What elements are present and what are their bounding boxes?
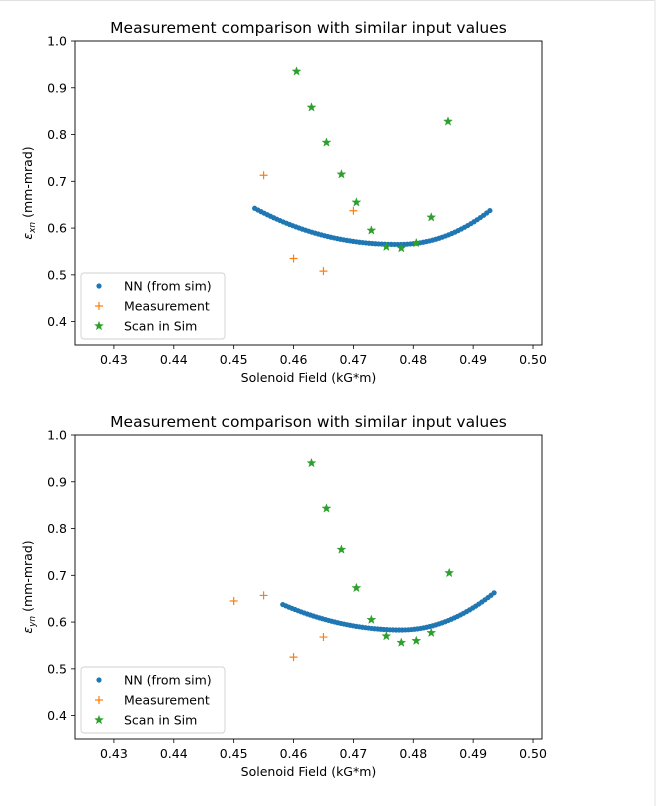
x-tick-label: 0.43 <box>100 746 128 761</box>
legend-marker-plus <box>95 302 103 310</box>
data-point-star <box>366 225 377 235</box>
x-tick-label: 0.47 <box>339 352 367 367</box>
data-point-plus <box>229 597 238 606</box>
data-point-star <box>426 627 437 638</box>
data-point-star <box>321 137 332 147</box>
data-point-star <box>366 614 377 624</box>
x-tick-label: 0.46 <box>280 746 308 761</box>
y-axis-label: εyn (mm-mrad) <box>20 540 38 633</box>
x-tick-label: 0.43 <box>100 352 128 367</box>
data-point-star <box>426 212 437 222</box>
plot-area <box>229 457 497 662</box>
data-point-star <box>336 544 347 554</box>
data-point-plus <box>289 653 298 662</box>
chart-panel-1: Measurement comparison with similar inpu… <box>20 19 547 385</box>
legend-box <box>80 666 226 734</box>
data-point-star <box>381 630 392 641</box>
x-tick-label: 0.45 <box>220 352 248 367</box>
axes-frame <box>74 40 543 346</box>
x-axis-label: Solenoid Field (kG*m) <box>241 370 377 385</box>
x-axis-label: Solenoid Field (kG*m) <box>241 764 377 779</box>
data-point-star <box>444 567 455 578</box>
series-star <box>306 457 455 647</box>
y-tick-label: 0.9 <box>47 80 67 95</box>
legend: NN (from sim) Measurement Scan in Sim <box>80 666 226 734</box>
y-tick-label: 0.9 <box>47 474 67 489</box>
data-point-star <box>306 457 317 468</box>
series-plus <box>229 591 328 662</box>
y-tick-label: 0.5 <box>47 267 67 282</box>
y-tick-label: 0.7 <box>47 174 67 189</box>
x-tick-label: 0.50 <box>519 352 547 367</box>
series-plus <box>259 171 358 276</box>
x-tick-label: 0.48 <box>399 352 427 367</box>
data-point-plus <box>319 633 328 642</box>
data-point-star <box>381 241 392 251</box>
legend-marker-star <box>94 714 104 725</box>
data-point-plus <box>289 254 298 263</box>
data-point-star <box>396 243 407 253</box>
chart-panel-2: Measurement comparison with similar inpu… <box>20 413 547 779</box>
x-tick-label: 0.47 <box>339 746 367 761</box>
chart-title: Measurement comparison with similar inpu… <box>110 19 507 37</box>
y-tick-label: 0.5 <box>47 661 67 676</box>
x-tick-label: 0.45 <box>220 746 248 761</box>
legend-marker-plus <box>95 696 103 704</box>
legend-label: Scan in Sim <box>124 713 197 728</box>
y-tick-label: 0.8 <box>47 521 67 536</box>
legend-label: NN (from sim) <box>124 673 212 688</box>
x-tick-label: 0.49 <box>459 352 487 367</box>
series-star <box>291 66 453 253</box>
data-point-star <box>321 503 332 513</box>
chart-title: Measurement comparison with similar inpu… <box>110 413 507 431</box>
data-point-plus <box>319 267 328 276</box>
y-tick-label: 1.0 <box>47 34 67 49</box>
legend-label: Scan in Sim <box>124 319 197 334</box>
legend-box <box>80 272 226 340</box>
y-axis-label: εxn (mm-mrad) <box>20 146 38 239</box>
data-point-plus <box>259 171 268 180</box>
data-point-star <box>443 116 453 126</box>
x-tick-label: 0.49 <box>459 746 487 761</box>
top-border-line <box>0 0 656 1</box>
y-tick-label: 0.6 <box>47 221 67 236</box>
data-point-dot <box>491 590 497 596</box>
legend-label: Measurement <box>124 299 210 314</box>
data-point-star <box>336 169 347 179</box>
legend-marker-dot <box>96 677 102 683</box>
series-dot <box>280 590 497 633</box>
data-point-star <box>411 635 422 645</box>
data-point-plus <box>259 591 268 600</box>
right-scrollbar-gutter <box>654 0 656 806</box>
y-tick-label: 0.4 <box>47 708 67 723</box>
data-point-star <box>306 102 317 112</box>
data-point-star <box>291 66 302 76</box>
axes-frame <box>74 434 543 740</box>
y-tick-label: 1.0 <box>47 428 67 443</box>
y-tick-label: 0.7 <box>47 568 67 583</box>
y-tick-label: 0.6 <box>47 615 67 630</box>
data-point-plus <box>349 206 358 215</box>
legend: NN (from sim) Measurement Scan in Sim <box>80 272 226 340</box>
x-tick-label: 0.46 <box>280 352 308 367</box>
y-tick-label: 0.4 <box>47 314 67 329</box>
data-point-dot <box>487 207 493 214</box>
data-point-star <box>351 197 362 207</box>
x-tick-label: 0.50 <box>519 746 547 761</box>
x-tick-label: 0.48 <box>399 746 427 761</box>
legend-marker-dot <box>96 283 102 289</box>
data-point-star <box>411 237 422 248</box>
plot-area <box>252 66 493 276</box>
data-point-star <box>351 582 362 593</box>
x-tick-label: 0.44 <box>160 746 188 761</box>
series-dot <box>252 205 493 248</box>
legend-marker-star <box>94 320 104 331</box>
y-tick-label: 0.8 <box>47 127 67 142</box>
legend-label: Measurement <box>124 693 210 708</box>
x-tick-label: 0.44 <box>160 352 188 367</box>
legend-label: NN (from sim) <box>124 279 212 294</box>
data-point-star <box>396 637 407 647</box>
